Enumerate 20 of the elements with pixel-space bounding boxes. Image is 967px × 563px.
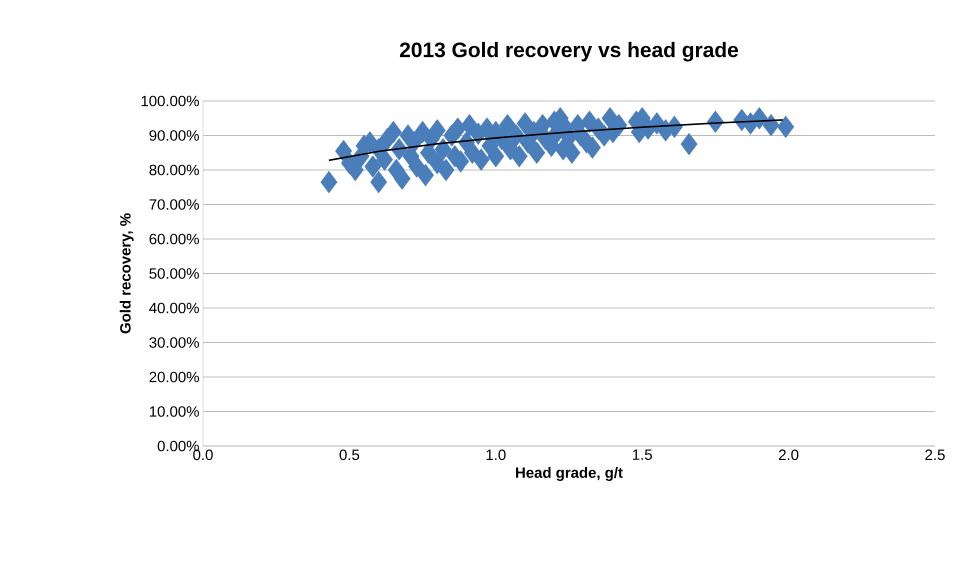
y-tick-label: 10.00% [150, 406, 199, 417]
y-tick-label: 30.00% [149, 337, 199, 348]
y-tick-label: 50.00% [149, 268, 199, 279]
y-tick-label: 0.00% [158, 440, 199, 452]
x-tick-label: 2.5 [925, 450, 945, 460]
y-tick-label: 100.00% [142, 96, 199, 106]
x-tick-label: 0.5 [340, 450, 360, 460]
x-tick-label: 2.0 [778, 450, 798, 460]
y-tick-label: 20.00% [150, 372, 199, 382]
x-axis-title: Head grade, g/t [516, 466, 623, 481]
y-axis-title: Gold recovery, % [120, 213, 134, 334]
y-tick-label: 70.00% [150, 199, 199, 210]
chart-title: 2013 Gold recovery vs head grade [400, 42, 738, 62]
y-tick-label: 90.00% [150, 130, 199, 141]
x-tick-label: 1.5 [632, 450, 652, 460]
x-tick-label: 1.0 [486, 450, 506, 460]
y-tick-label: 60.00% [150, 234, 199, 244]
y-tick-label: 80.00% [149, 164, 199, 176]
y-tick-label: 40.00% [149, 302, 199, 314]
x-tick-label: 0.0 [193, 450, 213, 460]
